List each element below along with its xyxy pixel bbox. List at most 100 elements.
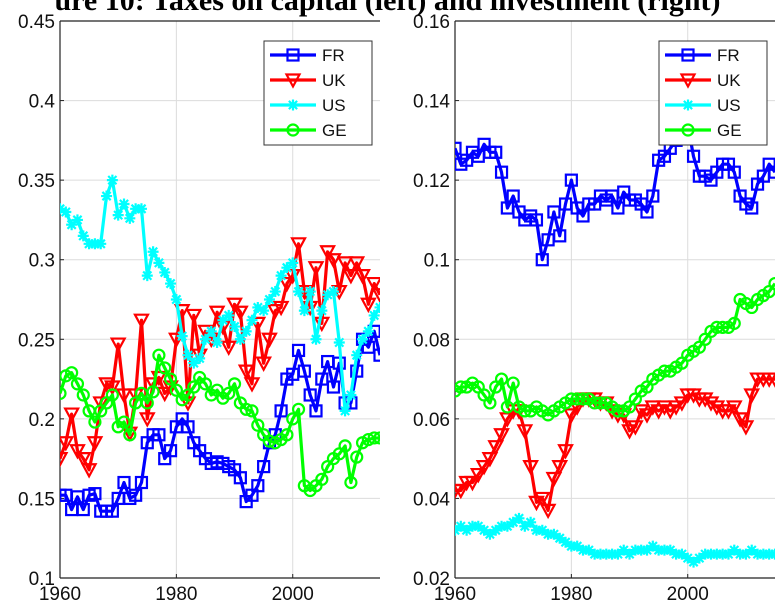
data-point-US: [327, 286, 339, 298]
data-point-UK: [319, 245, 336, 261]
data-point-US: [752, 548, 764, 560]
data-point-GE: [239, 402, 253, 416]
data-point-UK: [348, 256, 366, 272]
data-point-FR: [768, 165, 775, 179]
data-point-US: [263, 294, 275, 305]
data-point-GE: [350, 450, 364, 464]
data-point-UK: [656, 400, 673, 416]
data-point-FR: [181, 420, 195, 434]
y-tick-label: 0.4: [29, 92, 56, 113]
data-point-US: [461, 524, 473, 536]
data-point-US: [89, 238, 101, 250]
data-point-FR: [152, 428, 166, 442]
y-tick-label: 0.15: [18, 489, 55, 510]
data-point-UK: [115, 388, 133, 404]
data-point-US: [240, 325, 252, 337]
data-point-FR: [745, 201, 759, 215]
data-point-US: [357, 333, 369, 345]
data-point-FR: [257, 460, 271, 474]
y-tick-label: 0.45: [18, 12, 55, 33]
data-point-GE: [163, 372, 178, 386]
figure-title: ure 10: Taxes on capital (left) and inve…: [54, 0, 721, 17]
x-tick-label: 2000: [272, 584, 314, 605]
data-point-FR: [117, 475, 131, 490]
data-point-UK: [539, 503, 557, 520]
data-point-US: [670, 548, 682, 560]
data-point-UK: [220, 340, 238, 357]
legend-box: [263, 40, 373, 146]
data-point-US: [339, 405, 351, 417]
data-point-US: [682, 552, 694, 564]
data-point-UK: [766, 372, 775, 388]
legend-marker-FR: [286, 48, 300, 62]
data-point-US: [653, 544, 665, 556]
x-tick-label: 1980: [155, 584, 197, 605]
data-point-GE: [611, 404, 625, 418]
data-point-US: [676, 548, 688, 560]
data-point-UK: [650, 404, 667, 420]
data-point-FR: [506, 189, 520, 203]
data-point-US: [577, 544, 589, 556]
data-point-UK: [325, 253, 342, 269]
data-point-FR: [274, 404, 288, 418]
data-point-GE: [158, 361, 172, 375]
data-point-US: [711, 548, 723, 560]
data-point-UK: [464, 475, 481, 492]
series-GE: [455, 276, 775, 422]
data-point-US: [345, 389, 357, 401]
data-point-UK: [685, 388, 702, 404]
series-US: [455, 512, 775, 568]
data-point-GE: [727, 316, 741, 330]
data-point-FR: [315, 372, 329, 386]
data-point-UK: [86, 436, 104, 452]
data-point-GE: [169, 383, 183, 397]
data-point-UK: [743, 388, 761, 404]
data-point-UK: [74, 452, 92, 468]
legend-marker-UK: [284, 73, 302, 89]
data-point-GE: [506, 376, 520, 390]
data-point-GE: [494, 372, 509, 386]
data-point-US: [281, 262, 293, 274]
data-point-GE: [187, 380, 201, 394]
data-point-FR: [326, 380, 341, 394]
data-point-UK: [545, 471, 563, 488]
data-point-UK: [522, 460, 539, 476]
data-point-UK: [371, 288, 380, 304]
data-point-US: [106, 174, 118, 186]
data-point-UK: [60, 436, 75, 452]
data-point-GE: [60, 386, 67, 400]
y-tick-label: 0.1: [29, 569, 55, 590]
data-point-UK: [528, 495, 545, 512]
data-point-US: [519, 520, 531, 532]
data-point-US: [83, 238, 95, 250]
data-point-US: [496, 520, 508, 532]
legend-marker-GE: [286, 123, 300, 137]
legend-box: [658, 40, 768, 146]
data-point-GE: [576, 392, 590, 406]
data-point-US: [71, 214, 83, 226]
data-point-UK: [336, 256, 354, 272]
data-point-GE: [593, 396, 608, 410]
y-tick-label: 0.1: [424, 251, 450, 272]
data-point-US: [501, 520, 513, 532]
data-point-FR: [88, 487, 102, 501]
data-point-US: [542, 528, 554, 540]
y-tick-label: 0.35: [18, 171, 55, 192]
data-point-UK: [627, 420, 644, 436]
y-tick-label: 0.12: [413, 171, 450, 192]
data-point-FR: [129, 488, 143, 502]
data-point-UK: [644, 400, 662, 416]
legend-marker-UK: [679, 73, 697, 89]
y-tick-label: 0.25: [18, 330, 55, 351]
data-point-FR: [455, 141, 462, 155]
data-point-GE: [455, 380, 468, 394]
data-point-UK: [261, 332, 278, 349]
data-point-UK: [638, 408, 656, 424]
data-point-UK: [365, 276, 380, 293]
data-point-US: [170, 294, 182, 305]
data-point-FR: [297, 364, 311, 378]
data-point-UK: [98, 377, 115, 393]
data-point-US: [717, 548, 729, 560]
data-point-GE: [140, 396, 154, 410]
data-point-FR: [611, 201, 625, 215]
